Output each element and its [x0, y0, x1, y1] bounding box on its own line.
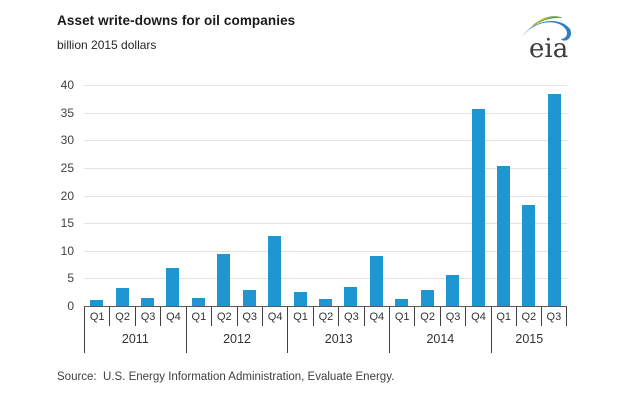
- bar-2015-Q1: [497, 166, 510, 306]
- bar-2011-Q3: [141, 298, 154, 306]
- year-label-2015: 2015: [515, 332, 544, 346]
- year-label-2011: 2011: [121, 332, 149, 346]
- bar-2014-Q3: [446, 275, 459, 306]
- quarter-row-2012: Q1 Q2 Q3 Q4: [187, 307, 288, 326]
- quarter-label-2013-Q2: Q2: [314, 307, 340, 326]
- year-label-2013: 2013: [324, 332, 353, 346]
- y-tick-label-5: 5: [67, 271, 74, 286]
- quarter-row-2015: Q1 Q2 Q3: [492, 307, 567, 326]
- quarter-row-2011: Q1 Q2 Q3 Q4: [85, 307, 186, 326]
- quarter-label-2011-Q2: Q2: [110, 307, 136, 326]
- year-label-2014: 2014: [426, 332, 455, 346]
- y-tick-label-30: 30: [60, 133, 74, 148]
- year-group-2011: Q1 Q2 Q3 Q4 2011: [84, 307, 186, 353]
- quarter-label-2012-Q2: Q2: [212, 307, 238, 326]
- y-tick-label-20: 20: [60, 188, 74, 203]
- bar-2015-Q2: [522, 205, 535, 306]
- quarter-label-2014-Q2: Q2: [415, 307, 441, 326]
- year-label-2012: 2012: [223, 332, 251, 346]
- quarter-label-2013-Q1: Q1: [288, 307, 314, 326]
- x-axis: Q1 Q2 Q3 Q4 2011 Q1 Q2 Q3 Q4 2012 Q1 Q2 Q3 Q4 2013 Q1 Q2…: [84, 307, 567, 353]
- y-tick-label-0: 0: [67, 299, 74, 313]
- bar-2014-Q2: [421, 290, 434, 306]
- y-tick-label-15: 15: [60, 216, 74, 231]
- gridline-25: [84, 168, 567, 169]
- bar-series: [84, 85, 567, 306]
- bar-2012-Q2: [217, 254, 230, 306]
- quarter-label-2015-Q2: Q2: [517, 307, 542, 326]
- gridline-35: [84, 113, 567, 114]
- gridline-40: [84, 85, 567, 86]
- chart-subtitle: billion 2015 dollars: [57, 38, 157, 52]
- quarter-label-2011-Q3: Q3: [136, 307, 162, 326]
- year-group-2012: Q1 Q2 Q3 Q4 2012: [185, 307, 288, 353]
- bar-2013-Q3: [344, 287, 357, 306]
- quarter-label-2013-Q4: Q4: [369, 310, 385, 323]
- bar-2014-Q4: [472, 109, 485, 306]
- y-tick-label-40: 40: [60, 78, 74, 92]
- y-tick-label-10: 10: [60, 243, 74, 258]
- gridline-20: [84, 196, 567, 197]
- quarter-label-2011-Q1: Q1: [85, 307, 111, 326]
- bar-2011-Q2: [116, 288, 129, 306]
- quarter-label-2011-Q4: Q4: [166, 310, 181, 323]
- bar-2012-Q4: [268, 236, 281, 306]
- quarter-label-2014-Q4: Q4: [471, 310, 486, 323]
- bar-2012-Q1: [192, 298, 205, 306]
- y-tick-label-25: 25: [60, 160, 74, 175]
- quarter-label-2012-Q4: Q4: [267, 310, 283, 323]
- quarter-label-2015-Q3: Q3: [542, 307, 567, 326]
- quarter-label-2013-Q3: Q3: [339, 307, 365, 326]
- quarter-label-2014-Q1: Q1: [390, 307, 416, 326]
- chart-title: Asset write-downs for oil companies: [57, 13, 296, 28]
- bar-2014-Q1: [395, 299, 408, 306]
- year-group-2013: Q1 Q2 Q3 Q4 2013: [287, 307, 389, 353]
- quarter-label-2012-Q1: Q1: [187, 307, 213, 326]
- bar-2015-Q3: [548, 94, 561, 306]
- x-axis-line: [84, 306, 567, 307]
- quarter-label-2015-Q1: Q1: [492, 307, 517, 326]
- eia-logo: eia: [516, 10, 576, 64]
- bar-2013-Q4: [370, 256, 383, 306]
- bar-2011-Q4: [166, 268, 179, 306]
- quarter-row-2013: Q1 Q2 Q3 Q4: [288, 307, 389, 326]
- bar-2013-Q2: [319, 299, 332, 306]
- gridline-30: [84, 140, 567, 141]
- bar-2012-Q3: [243, 290, 256, 306]
- quarter-label-2012-Q3: Q3: [238, 307, 263, 326]
- y-tick-label-35: 35: [60, 105, 74, 120]
- year-group-2015: Q1 Q2 Q3 2015: [490, 307, 567, 353]
- quarter-label-2014-Q3: Q3: [441, 307, 467, 326]
- bar-2011-Q1: [90, 300, 103, 306]
- plot-area: 0 5 10 15 20 25 30 35 40 Q1 Q2 Q3 Q4 2011 Q1 Q2 Q3 Q4 201…: [40, 77, 580, 357]
- gridline-10: [84, 251, 567, 252]
- eia-logo-graphic: eia: [522, 16, 571, 64]
- eia-logo-text: eia: [529, 34, 568, 64]
- quarter-row-2014: Q1 Q2 Q3 Q4: [390, 307, 491, 326]
- year-group-2014: Q1 Q2 Q3 Q4 2014: [389, 307, 491, 353]
- gridline-5: [84, 278, 567, 279]
- bar-2013-Q1: [294, 292, 307, 306]
- source-note: Source: U.S. Energy Information Administ…: [57, 371, 395, 383]
- gridline-15: [84, 223, 567, 224]
